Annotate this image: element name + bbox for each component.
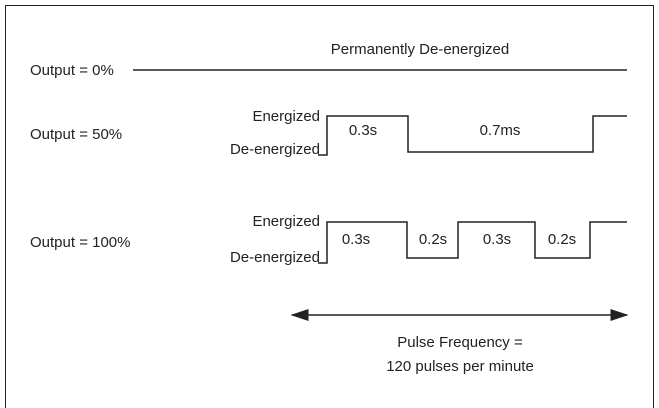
row-label: Output = 50% <box>30 126 122 143</box>
frame <box>5 5 654 408</box>
duration: 0.2s <box>548 231 576 248</box>
level-label: Energized <box>252 213 320 230</box>
level-label: Energized <box>252 108 320 125</box>
frequency-label: 120 pulses per minute <box>386 358 534 375</box>
duration: 0.2s <box>419 231 447 248</box>
annotation: Permanently De-energized <box>331 41 509 58</box>
row-label: Output = 0% <box>30 62 114 79</box>
level-label: De-energized <box>230 141 320 158</box>
row-label: Output = 100% <box>30 234 131 251</box>
duration: 0.3s <box>349 122 377 139</box>
duration: 0.3s <box>342 231 370 248</box>
duration: 0.3s <box>483 231 511 248</box>
frequency-label: Pulse Frequency = <box>397 334 523 351</box>
duration: 0.7ms <box>480 122 521 139</box>
waveform <box>318 221 627 264</box>
waveform <box>318 115 627 156</box>
level-label: De-energized <box>230 249 320 266</box>
